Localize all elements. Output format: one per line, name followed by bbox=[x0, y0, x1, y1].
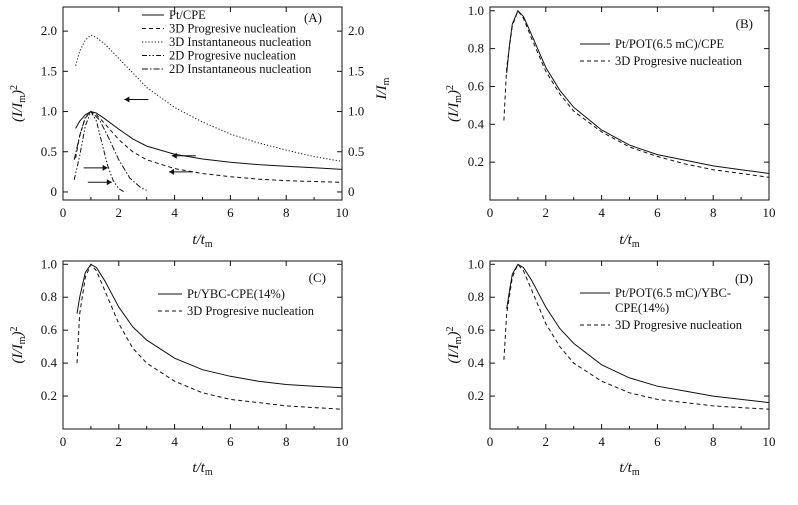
series-line-0 bbox=[506, 9, 769, 174]
x-tick-label: 2 bbox=[543, 434, 550, 449]
x-tick-label: 10 bbox=[336, 205, 349, 220]
legend-label-0: Pt/POT(6.5 mC)/CPE bbox=[615, 37, 724, 51]
panel-label: (B) bbox=[736, 16, 753, 31]
series-line-1 bbox=[75, 110, 342, 183]
legend-label-0: Pt/POT(6.5 mC)/YBC-CPE(14%) bbox=[615, 286, 731, 315]
y-tick-label: 0.4 bbox=[468, 116, 485, 131]
panel-b: 0 2 4 6 8 10 0.2 0.4 0.6 0.8 1.0 t/tm (I/Im)2 (B) Pt/P… bbox=[445, 3, 776, 250]
y-tick-label: 0.4 bbox=[468, 355, 485, 370]
legend-label-1: 3D Progresive nucleation bbox=[615, 318, 743, 332]
x-tick-label: 4 bbox=[598, 434, 605, 449]
y-tick-label: 2.0 bbox=[41, 23, 57, 38]
y-tick-label: 1.0 bbox=[41, 104, 57, 119]
x-tick-label: 4 bbox=[171, 205, 178, 220]
x-tick-label: 2 bbox=[116, 434, 123, 449]
y-tick-label: 0.4 bbox=[41, 355, 58, 370]
panel-label: (D) bbox=[735, 271, 753, 286]
panel-d: 0 2 4 6 8 10 0.2 0.4 0.6 0.8 1.0 t/tm (I/Im)2 (D) Pt/P… bbox=[445, 256, 776, 478]
series-line-1 bbox=[503, 263, 769, 410]
x-axis-label: t/tm bbox=[192, 460, 213, 478]
x-axis-label: t/tm bbox=[619, 460, 640, 478]
series-line-0 bbox=[75, 110, 342, 170]
x-tick-label: 0 bbox=[487, 205, 494, 220]
arrow-head-3 bbox=[102, 164, 108, 171]
x-axis-label: t/tm bbox=[619, 232, 640, 250]
series-line-1 bbox=[503, 9, 769, 178]
y-tick-label: 0.5 bbox=[41, 144, 57, 159]
x-tick-label: 6 bbox=[654, 205, 661, 220]
y-right-tick-label: 1.0 bbox=[348, 104, 364, 119]
series-line-4 bbox=[73, 110, 147, 191]
legend-label-1: 3D Progresive nucleation bbox=[615, 54, 743, 68]
x-tick-label: 4 bbox=[171, 434, 178, 449]
x-tick-label: 0 bbox=[60, 205, 67, 220]
y-right-tick-label: 0 bbox=[348, 184, 355, 199]
y-tick-label: 0.6 bbox=[468, 78, 485, 93]
x-tick-label: 6 bbox=[227, 205, 234, 220]
x-tick-label: 2 bbox=[116, 205, 123, 220]
y-tick-label: 0.6 bbox=[41, 322, 58, 337]
x-tick-label: 6 bbox=[227, 434, 234, 449]
y-tick-label: 0.8 bbox=[468, 289, 484, 304]
y-axis-label: (I/Im)2 bbox=[9, 85, 28, 122]
legend-label-2: 3D Instantaneous nucleation bbox=[169, 35, 312, 49]
x-tick-label: 6 bbox=[654, 434, 661, 449]
arrow-head-4 bbox=[106, 179, 112, 186]
series-line-0 bbox=[506, 263, 769, 404]
x-tick-label: 0 bbox=[60, 434, 67, 449]
arrow-head-0 bbox=[124, 96, 130, 103]
y-right-tick-label: 2.0 bbox=[348, 23, 364, 38]
panel-a: 0 2 4 6 8 10 0 0.5 1.0 1.5 2.0 0 0.5 1.0 1.5 2.0 t/tm (I/… bbox=[9, 6, 392, 250]
legend-label-1: 3D Progresive nucleation bbox=[169, 22, 297, 36]
x-tick-label: 8 bbox=[283, 205, 290, 220]
x-tick-label: 4 bbox=[598, 205, 605, 220]
y-tick-label: 1.0 bbox=[41, 256, 57, 271]
y-right-tick-label: 0.5 bbox=[348, 144, 364, 159]
y-tick-label: 0.2 bbox=[468, 388, 484, 403]
x-tick-label: 8 bbox=[283, 434, 290, 449]
series-line-1 bbox=[76, 263, 342, 410]
y-tick-label: 0.2 bbox=[41, 388, 57, 403]
series-line-3 bbox=[73, 110, 125, 193]
legend-label-1: 3D Progresive nucleation bbox=[187, 304, 315, 318]
panel-label: (A) bbox=[304, 10, 322, 25]
y-axis-label: (I/Im)2 bbox=[445, 85, 464, 122]
x-tick-label: 2 bbox=[543, 205, 550, 220]
legend-label-3: 2D Progresive nucleation bbox=[169, 49, 297, 63]
x-tick-label: 10 bbox=[763, 205, 776, 220]
arrow-head-2 bbox=[169, 168, 175, 175]
legend-label-0: Pt/YBC-CPE(14%) bbox=[187, 287, 285, 301]
y-tick-label: 0.6 bbox=[468, 322, 485, 337]
y-tick-label: 1.5 bbox=[41, 63, 57, 78]
y-tick-label: 0.8 bbox=[468, 41, 484, 56]
y-tick-label: 0 bbox=[51, 184, 58, 199]
series-line-0 bbox=[76, 263, 342, 389]
legend-label-0: Pt/CPE bbox=[169, 8, 206, 22]
x-axis-label: t/tm bbox=[192, 232, 213, 250]
y-tick-label: 0.8 bbox=[41, 289, 57, 304]
x-tick-label: 8 bbox=[710, 205, 717, 220]
y-tick-label: 1.0 bbox=[468, 256, 484, 271]
legend-label-4: 2D Instantaneous nucleation bbox=[169, 62, 312, 76]
y-axis-label-right: I/Im bbox=[374, 77, 392, 100]
y-tick-label: 1.0 bbox=[468, 3, 484, 18]
arrow-head-1 bbox=[171, 152, 177, 159]
panel-c: 0 2 4 6 8 10 0.2 0.4 0.6 0.8 1.0 t/tm (I/Im)2 (C) Pt/Y… bbox=[9, 256, 349, 478]
y-axis-label: (I/Im)2 bbox=[445, 327, 464, 364]
panel-label: (C) bbox=[309, 270, 326, 285]
y-axis-label: (I/Im)2 bbox=[9, 327, 28, 364]
x-tick-label: 0 bbox=[487, 434, 494, 449]
x-tick-label: 10 bbox=[763, 434, 776, 449]
y-tick-label: 0.2 bbox=[468, 154, 484, 169]
x-tick-label: 8 bbox=[710, 434, 717, 449]
y-right-tick-label: 1.5 bbox=[348, 63, 364, 78]
x-tick-label: 10 bbox=[336, 434, 349, 449]
